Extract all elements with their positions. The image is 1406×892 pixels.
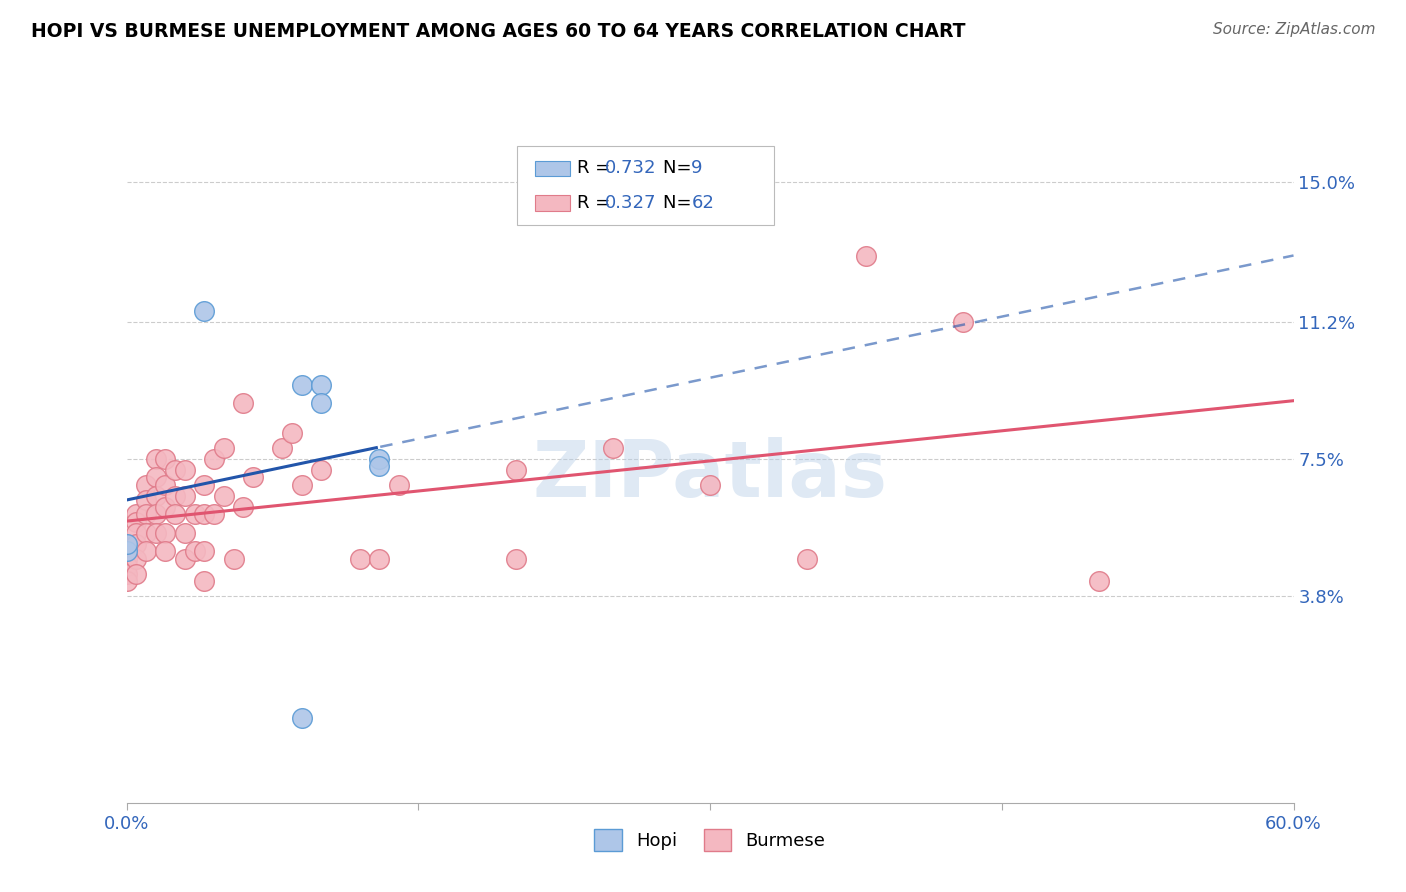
Point bbox=[193, 478, 215, 492]
Text: N=: N= bbox=[664, 194, 697, 211]
Point bbox=[115, 544, 138, 558]
Point bbox=[174, 463, 197, 477]
Point bbox=[165, 463, 187, 477]
Point bbox=[202, 452, 225, 467]
Point bbox=[368, 459, 391, 474]
Point bbox=[193, 508, 215, 522]
Point bbox=[349, 551, 371, 566]
Point bbox=[125, 551, 148, 566]
Point bbox=[125, 537, 148, 551]
Text: 62: 62 bbox=[692, 194, 714, 211]
Point bbox=[155, 452, 177, 467]
Point bbox=[165, 489, 187, 503]
Point bbox=[212, 441, 235, 455]
Point bbox=[290, 478, 312, 492]
Point bbox=[222, 551, 245, 566]
Point bbox=[290, 378, 312, 392]
Point bbox=[174, 489, 197, 503]
Point bbox=[165, 508, 187, 522]
Point bbox=[155, 478, 177, 492]
Text: 9: 9 bbox=[692, 160, 703, 178]
Point bbox=[115, 544, 138, 558]
Point bbox=[155, 500, 177, 514]
Text: 0.327: 0.327 bbox=[605, 194, 657, 211]
Point bbox=[135, 525, 157, 540]
Point bbox=[174, 525, 197, 540]
Point bbox=[145, 452, 167, 467]
Text: Source: ZipAtlas.com: Source: ZipAtlas.com bbox=[1212, 22, 1375, 37]
Point bbox=[309, 463, 332, 477]
Point bbox=[388, 478, 411, 492]
Point bbox=[115, 566, 138, 581]
Text: HOPI VS BURMESE UNEMPLOYMENT AMONG AGES 60 TO 64 YEARS CORRELATION CHART: HOPI VS BURMESE UNEMPLOYMENT AMONG AGES … bbox=[31, 22, 966, 41]
Point bbox=[145, 470, 167, 484]
FancyBboxPatch shape bbox=[534, 161, 569, 177]
Point bbox=[202, 508, 225, 522]
Point bbox=[505, 463, 527, 477]
Point bbox=[290, 711, 312, 725]
Point bbox=[193, 544, 215, 558]
Point bbox=[125, 515, 148, 529]
Point bbox=[309, 378, 332, 392]
Text: R =: R = bbox=[576, 160, 616, 178]
Point bbox=[193, 574, 215, 588]
Point bbox=[135, 544, 157, 558]
Point bbox=[281, 425, 304, 440]
Point bbox=[1088, 574, 1111, 588]
Point bbox=[135, 492, 157, 507]
Point bbox=[155, 544, 177, 558]
Text: 0.732: 0.732 bbox=[605, 160, 657, 178]
FancyBboxPatch shape bbox=[517, 146, 775, 225]
Point bbox=[135, 508, 157, 522]
Point bbox=[125, 508, 148, 522]
Text: N=: N= bbox=[664, 160, 697, 178]
Point bbox=[155, 525, 177, 540]
Point bbox=[174, 551, 197, 566]
Point bbox=[145, 525, 167, 540]
Point bbox=[115, 537, 138, 551]
Point bbox=[135, 478, 157, 492]
Point bbox=[125, 566, 148, 581]
Point bbox=[145, 489, 167, 503]
Point bbox=[796, 551, 818, 566]
Point bbox=[242, 470, 264, 484]
Point bbox=[115, 551, 138, 566]
Point bbox=[115, 574, 138, 588]
Point bbox=[115, 559, 138, 574]
Point bbox=[183, 544, 205, 558]
Point bbox=[232, 396, 254, 410]
Text: ZIPatlas: ZIPatlas bbox=[533, 436, 887, 513]
Point bbox=[855, 249, 877, 263]
Point bbox=[952, 315, 974, 329]
Point bbox=[699, 478, 721, 492]
Point bbox=[232, 500, 254, 514]
Point bbox=[309, 396, 332, 410]
Point bbox=[145, 508, 167, 522]
Text: R =: R = bbox=[576, 194, 616, 211]
Point bbox=[115, 537, 138, 551]
Point bbox=[183, 508, 205, 522]
Point bbox=[368, 551, 391, 566]
Point bbox=[193, 304, 215, 318]
Point bbox=[602, 441, 624, 455]
Point bbox=[212, 489, 235, 503]
Point bbox=[368, 452, 391, 467]
Point bbox=[271, 441, 294, 455]
Legend: Hopi, Burmese: Hopi, Burmese bbox=[583, 818, 837, 862]
Point bbox=[505, 551, 527, 566]
FancyBboxPatch shape bbox=[534, 194, 569, 211]
Point bbox=[125, 525, 148, 540]
